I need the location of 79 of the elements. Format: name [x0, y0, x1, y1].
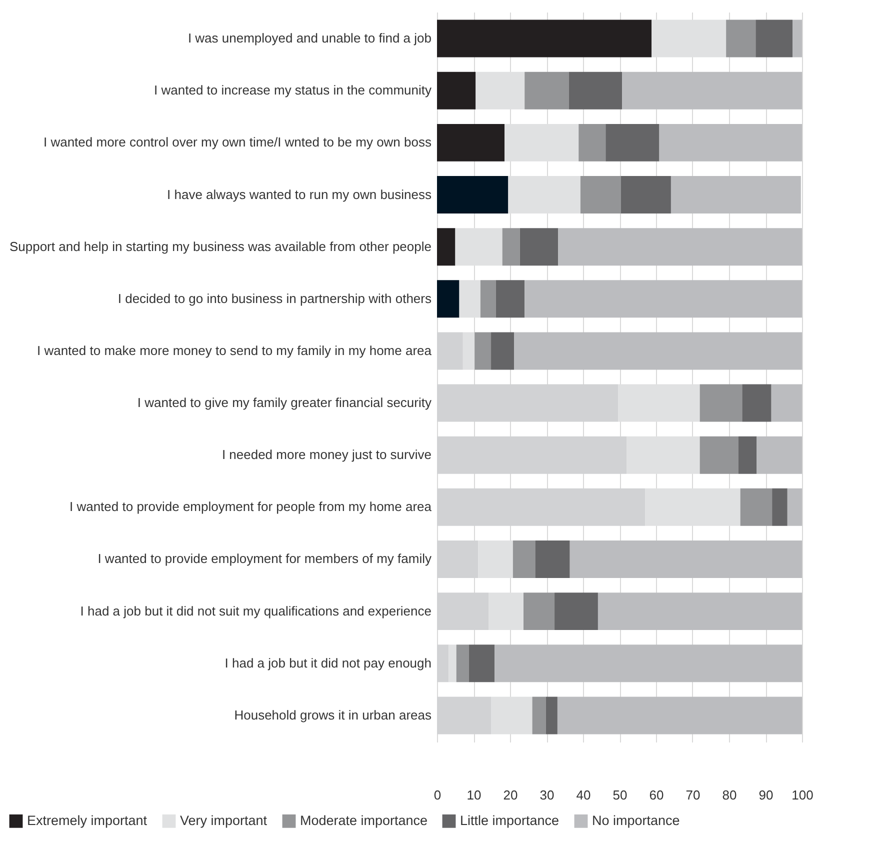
x-tick-label: 60: [649, 788, 664, 802]
y-tick-label: I wanted to provide employment for members of my family: [98, 551, 432, 566]
x-tick-label: 40: [576, 788, 591, 802]
y-tick-label: I had a job but it did not suit my qualifications and experience: [80, 603, 432, 618]
bar: [792, 20, 802, 58]
bar: [480, 280, 496, 318]
x-tick-label: 0: [434, 788, 442, 802]
y-tick-label: I wanted to increase my status in the community: [154, 82, 432, 98]
x-tick-label: 20: [503, 788, 518, 802]
y-tick-label: I was unemployed and unable to find a job: [188, 30, 432, 46]
y-tick-label: Support and help in starting my business was available from other people: [9, 238, 432, 254]
bar: [568, 72, 622, 110]
bar: [606, 124, 660, 162]
x-tick-label: 10: [466, 788, 482, 802]
x-tick-label: 30: [540, 788, 554, 802]
y-tick-label: I decided to go into business in partnership with others: [118, 290, 432, 306]
legend-label: Moderate importance: [300, 813, 428, 828]
legend-label: Very important: [180, 813, 268, 828]
y-tick-label: I wanted to give my family greater financial security: [137, 395, 432, 410]
x-tick-label: 80: [722, 788, 737, 802]
bar: [546, 696, 558, 734]
y-tick-label: I needed more money just to survive: [222, 447, 432, 462]
bar: [598, 592, 802, 630]
bar: [742, 384, 772, 422]
y-tick-label: I had a job but it did not pay enough: [224, 655, 432, 670]
bar: [524, 280, 802, 318]
bar: [474, 332, 492, 370]
legend-label: No importance: [592, 813, 680, 828]
bar: [570, 540, 802, 578]
bar: [520, 228, 558, 266]
bar: [772, 488, 788, 526]
bar: [491, 332, 514, 370]
y-tick-label: I wanted to make more money to send to my family in my home area: [36, 342, 432, 358]
bar: [787, 488, 802, 526]
bar: [494, 644, 802, 682]
bar: [496, 280, 525, 318]
bar: [532, 696, 546, 734]
x-tick-label: 90: [758, 788, 774, 802]
bar: [437, 72, 476, 110]
bar: [771, 384, 802, 422]
bar: [557, 696, 802, 734]
bar: [700, 384, 742, 422]
bar: [622, 72, 802, 110]
y-tick-label: I have always wanted to run my own business: [167, 186, 432, 202]
legend-label: Extremely important: [27, 813, 148, 828]
bar: [437, 280, 460, 318]
y-tick-label: I wanted more control over my own time/I wnted to be my own boss: [43, 134, 432, 150]
bar: [524, 72, 569, 110]
bar: [456, 644, 469, 682]
bar: [437, 176, 508, 214]
x-tick-label: 70: [686, 788, 700, 802]
x-tick-label: 100: [792, 788, 814, 802]
bar: [468, 644, 495, 682]
legend-label: Little importance: [460, 813, 560, 828]
y-tick-label: Household grows it in urban areas: [234, 707, 432, 722]
bar: [740, 488, 772, 526]
bar: [756, 436, 802, 474]
bar: [558, 228, 802, 266]
x-tick-label: 50: [612, 788, 628, 802]
bar: [437, 20, 652, 58]
bar: [554, 592, 598, 630]
bar: [620, 176, 671, 214]
bar: [670, 176, 801, 214]
bar: [726, 20, 756, 58]
bar: [448, 644, 456, 682]
bar: [578, 124, 606, 162]
bar: [437, 124, 505, 162]
y-tick-label: I wanted to provide employment for people from my home area: [69, 499, 432, 514]
bar: [738, 436, 757, 474]
bar: [514, 332, 802, 370]
bar: [437, 228, 456, 266]
bar: [524, 592, 555, 630]
bar: [580, 176, 621, 214]
bar: [659, 124, 802, 162]
bar: [756, 20, 793, 58]
bar: [700, 436, 738, 474]
bar: [535, 540, 570, 578]
bar: [512, 540, 536, 578]
bar: [502, 228, 520, 266]
